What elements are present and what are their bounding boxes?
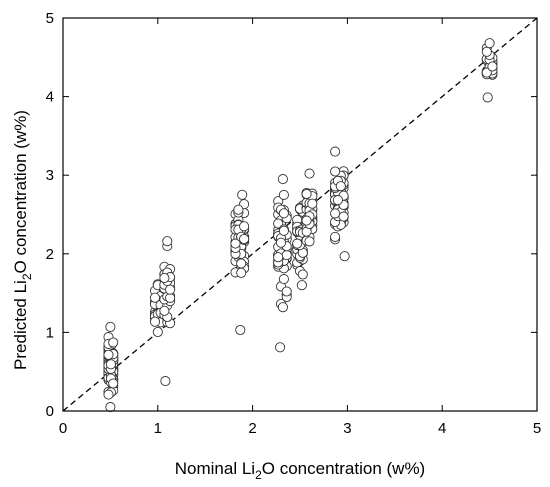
data-point <box>484 38 495 49</box>
data-points-layer <box>103 38 498 413</box>
data-point <box>239 233 250 245</box>
data-point <box>487 61 498 72</box>
data-point <box>339 251 350 262</box>
data-point <box>235 324 246 336</box>
x-tick-label: 1 <box>154 420 162 437</box>
data-point <box>275 237 287 248</box>
x-tick-label: 4 <box>438 420 446 437</box>
data-point <box>307 198 318 209</box>
data-point <box>330 208 341 219</box>
y-axis-title: Predicted Li2O concentration (w%) <box>11 110 34 370</box>
data-point <box>278 225 289 236</box>
data-point <box>278 189 289 200</box>
data-point <box>304 236 315 247</box>
data-point <box>165 284 176 295</box>
data-point <box>330 231 341 242</box>
data-point <box>277 174 288 185</box>
y-tick-label: 2 <box>46 246 54 263</box>
data-point <box>103 349 114 360</box>
data-point <box>330 166 341 177</box>
data-point <box>277 302 288 313</box>
data-point <box>292 238 303 249</box>
data-point <box>332 195 343 206</box>
data-point <box>482 92 493 103</box>
x-tick-label: 0 <box>59 420 67 437</box>
data-point <box>301 188 312 200</box>
data-point <box>159 305 170 316</box>
data-point <box>273 252 284 263</box>
data-point <box>108 337 119 348</box>
data-point <box>162 236 173 247</box>
reference-line-layer <box>62 17 538 412</box>
data-point <box>301 215 312 226</box>
data-point <box>297 269 308 280</box>
data-point <box>278 274 289 285</box>
data-point <box>236 258 247 269</box>
y-tick-label: 1 <box>46 324 54 341</box>
y-tick-label: 0 <box>46 403 54 420</box>
reference-line <box>62 17 538 412</box>
y-tick-label: 3 <box>46 167 54 184</box>
y-tick-label: 4 <box>46 89 54 106</box>
data-point <box>330 146 341 157</box>
data-point <box>281 250 292 261</box>
data-point <box>335 181 346 192</box>
x-tick-label: 5 <box>533 420 541 437</box>
data-point <box>149 292 161 303</box>
y-tick-label: 5 <box>46 10 54 27</box>
data-point <box>230 238 241 249</box>
axis-ticks: 0 1 2 3 4 5 0 1 2 3 4 5 <box>46 10 542 437</box>
data-point <box>296 280 307 291</box>
data-point <box>275 342 286 353</box>
axes-frame <box>62 17 538 412</box>
x-axis-title: Nominal Li2O concentration (w%) <box>175 459 425 482</box>
x-tick-label: 3 <box>343 420 351 437</box>
data-point <box>237 189 248 200</box>
data-point <box>278 208 289 219</box>
data-point <box>338 211 349 222</box>
data-point <box>159 272 170 284</box>
data-point <box>105 359 116 370</box>
data-point <box>149 316 161 327</box>
data-point <box>233 204 244 215</box>
data-point <box>105 321 116 332</box>
data-point <box>105 402 116 413</box>
data-point <box>160 376 171 387</box>
x-tick-label: 2 <box>248 420 256 437</box>
data-point <box>103 389 114 400</box>
plot-frame <box>62 17 538 412</box>
data-point <box>108 378 119 389</box>
data-point <box>239 221 250 232</box>
data-point <box>152 326 163 338</box>
data-point <box>281 286 292 297</box>
data-point <box>236 267 247 278</box>
data-point <box>481 46 492 57</box>
data-point <box>304 168 315 179</box>
